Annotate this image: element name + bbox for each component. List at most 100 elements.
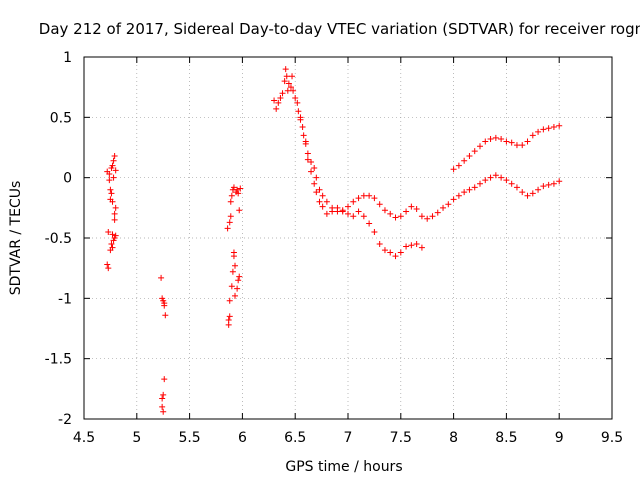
data-point-cluster-5.25 (160, 391, 167, 398)
data-point-upper-track (471, 184, 478, 191)
data-point-upper-track (345, 203, 351, 210)
data-point-upper-track (429, 213, 436, 220)
data-point-lower-track (413, 241, 420, 248)
data-point-upper-track (535, 186, 542, 193)
data-point-cluster-4.75 (112, 167, 119, 174)
data-point-upper-track (281, 78, 288, 85)
data-point-cluster-5.9 (229, 268, 236, 275)
data-point-cluster-5.9 (230, 184, 237, 191)
data-point-lower-track (545, 125, 552, 132)
data-point-lower-track (313, 189, 320, 196)
data-point-cluster-4.75 (106, 171, 113, 178)
data-point-upper-track (292, 95, 299, 102)
data-point-cluster-4.75 (112, 204, 119, 211)
x-tick-label: 9 (555, 430, 564, 446)
data-point-lower-track (403, 243, 410, 250)
data-point-upper-track (392, 214, 399, 221)
data-point-lower-track (492, 134, 499, 141)
data-point-upper-track (403, 208, 410, 215)
data-point-lower-track (311, 180, 318, 187)
data-point-upper-track (477, 180, 483, 187)
data-point-upper-track (508, 180, 515, 187)
data-point-upper-track (482, 177, 489, 184)
data-point-lower-track (304, 156, 311, 163)
data-point-upper-track (498, 174, 505, 181)
data-point-lower-track (350, 213, 357, 220)
y-tick-label: 0 (63, 171, 72, 187)
data-point-upper-track (503, 177, 510, 184)
data-point-lower-track (550, 123, 557, 130)
data-point-upper-track (413, 206, 420, 213)
data-point-cluster-4.75 (109, 162, 116, 169)
data-point-cluster-5.9 (236, 207, 243, 214)
data-point-lower-track (345, 210, 351, 217)
data-point-lower-track (316, 198, 323, 205)
data-point-upper-track (289, 73, 296, 80)
data-point-upper-track (282, 66, 289, 73)
data-point-cluster-4.75 (106, 177, 113, 184)
x-tick-label: 8.5 (495, 430, 517, 446)
data-point-upper-track (545, 181, 552, 188)
data-point-lower-track (508, 139, 515, 146)
data-point-cluster-5.9 (234, 285, 241, 292)
data-point-upper-track (319, 192, 326, 199)
plot-frame (83, 56, 613, 420)
data-point-cluster-5.9 (237, 185, 244, 192)
data-point-upper-track (360, 192, 367, 199)
data-point-cluster-5.9 (235, 190, 242, 197)
data-point-lower-track (471, 148, 478, 155)
data-point-cluster-5.9 (234, 186, 241, 193)
data-point-lower-track (371, 228, 378, 235)
data-point-lower-track (487, 136, 494, 143)
y-axis-label: SDTVAR / TECUs (8, 181, 24, 296)
x-tick-label: 5.5 (178, 430, 200, 446)
data-point-upper-track (295, 108, 302, 115)
x-tick-label: 5 (132, 430, 141, 446)
data-point-upper-track (279, 90, 286, 97)
data-point-cluster-5.25 (161, 376, 168, 383)
data-point-cluster-5.25 (159, 403, 166, 410)
data-point-upper-track (275, 99, 282, 106)
data-point-upper-track (294, 99, 301, 106)
data-point-upper-track (308, 158, 315, 165)
data-point-lower-track (360, 213, 367, 220)
y-tick-label: -1 (58, 291, 72, 307)
data-point-upper-track (371, 195, 378, 202)
data-point-lower-track (392, 253, 399, 260)
data-point-upper-track (540, 183, 547, 190)
data-point-cluster-4.75 (110, 157, 117, 164)
data-point-upper-track (513, 184, 520, 191)
data-point-cluster-5.25 (159, 395, 166, 402)
data-point-lower-track (408, 242, 415, 249)
data-point-lower-track (519, 142, 526, 149)
data-point-upper-track (311, 165, 318, 172)
chart-title: Day 212 of 2017, Sidereal Day-to-day VTE… (39, 20, 640, 38)
data-point-lower-track (513, 142, 520, 149)
data-point-upper-track (290, 87, 297, 94)
data-point-upper-track (299, 123, 306, 130)
data-point-cluster-5.25 (158, 274, 165, 281)
data-point-cluster-5.9 (228, 283, 235, 290)
data-point-lower-track (529, 132, 536, 139)
grid-lines (84, 57, 612, 419)
data-point-cluster-4.75 (111, 216, 118, 223)
data-point-lower-track (300, 132, 307, 139)
data-point-lower-track (397, 249, 404, 256)
data-point-upper-track (524, 192, 531, 199)
data-point-lower-track (482, 138, 489, 145)
data-point-upper-track (304, 150, 311, 157)
x-tick-label: 7.5 (390, 430, 412, 446)
data-point-upper-track (350, 198, 357, 205)
y-tick-label: -2 (58, 412, 72, 428)
x-tick-label: 9.5 (601, 430, 623, 446)
data-point-cluster-5.9 (228, 192, 235, 199)
data-point-lower-track (297, 116, 304, 123)
data-point-upper-track (492, 172, 499, 179)
data-point-cluster-5.9 (226, 313, 233, 320)
data-point-upper-track (313, 174, 320, 181)
data-point-cluster-4.75 (111, 152, 118, 159)
data-point-cluster-5.9 (224, 225, 231, 232)
data-point-upper-track (455, 192, 462, 199)
data-point-upper-track (550, 180, 557, 187)
